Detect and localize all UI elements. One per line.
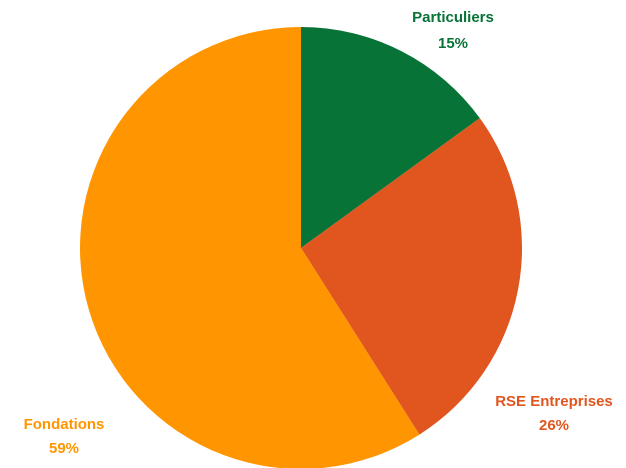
pie-slices — [80, 27, 523, 468]
slice-percentage-label: 26% — [539, 417, 569, 434]
slice-percentage-label: 59% — [49, 440, 79, 457]
slice-percentage-label: 15% — [438, 35, 468, 52]
pie-slice-particuliers — [301, 27, 480, 248]
slice-category-label: RSE Entreprises — [495, 393, 613, 410]
slice-category-label: Particuliers — [412, 9, 494, 26]
slice-labels: Particuliers 15% RSE Entreprises 26% Fondati… — [24, 9, 613, 457]
pie-slice-fondations — [80, 27, 420, 468]
pie-slice-rse-entreprises — [301, 118, 523, 435]
slice-category-label: Fondations — [24, 416, 105, 433]
